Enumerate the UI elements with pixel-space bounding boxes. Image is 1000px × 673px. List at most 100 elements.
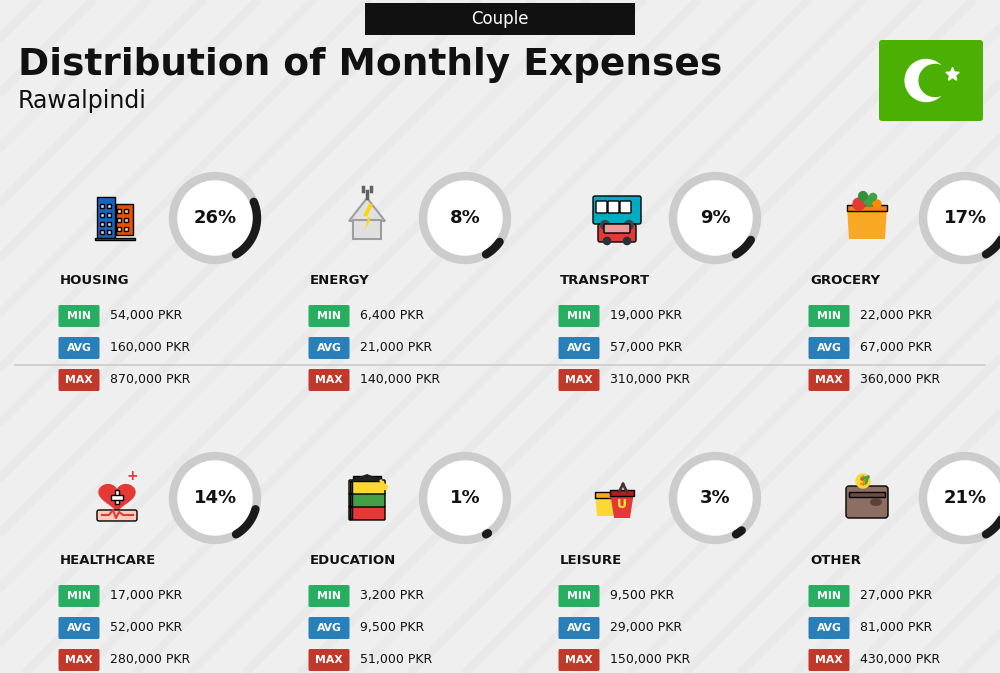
- Text: HOUSING: HOUSING: [60, 273, 130, 287]
- Text: 6,400 PKR: 6,400 PKR: [360, 310, 424, 322]
- Text: 9,500 PKR: 9,500 PKR: [610, 590, 674, 602]
- Text: 17%: 17%: [943, 209, 987, 227]
- Polygon shape: [610, 492, 634, 518]
- Circle shape: [853, 198, 865, 210]
- FancyBboxPatch shape: [879, 40, 983, 121]
- FancyBboxPatch shape: [117, 219, 121, 222]
- FancyBboxPatch shape: [610, 490, 634, 496]
- Text: MAX: MAX: [815, 375, 843, 385]
- Text: MIN: MIN: [567, 311, 591, 321]
- Text: 14%: 14%: [193, 489, 237, 507]
- Circle shape: [905, 59, 947, 102]
- Circle shape: [678, 180, 753, 256]
- Circle shape: [859, 192, 867, 201]
- FancyBboxPatch shape: [124, 209, 128, 213]
- Circle shape: [856, 474, 870, 488]
- Text: 430,000 PKR: 430,000 PKR: [860, 653, 940, 666]
- Text: EDUCATION: EDUCATION: [310, 553, 396, 567]
- FancyBboxPatch shape: [593, 196, 641, 224]
- Text: MIN: MIN: [67, 591, 91, 601]
- FancyBboxPatch shape: [598, 224, 636, 242]
- FancyBboxPatch shape: [558, 585, 600, 607]
- FancyBboxPatch shape: [124, 227, 128, 232]
- FancyBboxPatch shape: [349, 480, 385, 494]
- Text: 54,000 PKR: 54,000 PKR: [110, 310, 182, 322]
- Text: 57,000 PKR: 57,000 PKR: [610, 341, 682, 355]
- FancyBboxPatch shape: [809, 305, 850, 327]
- Polygon shape: [349, 474, 385, 481]
- Text: 81,000 PKR: 81,000 PKR: [860, 621, 932, 635]
- Text: GROCERY: GROCERY: [810, 273, 880, 287]
- Text: 310,000 PKR: 310,000 PKR: [610, 374, 690, 386]
- Text: MAX: MAX: [565, 375, 593, 385]
- Circle shape: [928, 460, 1000, 536]
- Text: 21%: 21%: [943, 489, 987, 507]
- Text: MAX: MAX: [565, 655, 593, 665]
- Text: LEISURE: LEISURE: [560, 553, 622, 567]
- FancyBboxPatch shape: [308, 585, 350, 607]
- FancyBboxPatch shape: [107, 230, 111, 234]
- FancyBboxPatch shape: [350, 481, 352, 493]
- FancyBboxPatch shape: [558, 617, 600, 639]
- Text: 22,000 PKR: 22,000 PKR: [860, 310, 932, 322]
- Text: ENERGY: ENERGY: [310, 273, 370, 287]
- Text: OTHER: OTHER: [810, 553, 861, 567]
- Circle shape: [869, 193, 877, 201]
- FancyBboxPatch shape: [849, 492, 885, 497]
- FancyBboxPatch shape: [308, 649, 350, 671]
- FancyBboxPatch shape: [59, 369, 100, 391]
- FancyBboxPatch shape: [59, 649, 100, 671]
- Circle shape: [178, 460, 253, 536]
- Polygon shape: [847, 207, 887, 239]
- Text: AVG: AVG: [317, 623, 341, 633]
- Text: AVG: AVG: [317, 343, 341, 353]
- Text: 150,000 PKR: 150,000 PKR: [610, 653, 690, 666]
- Text: MIN: MIN: [317, 591, 341, 601]
- FancyBboxPatch shape: [100, 230, 104, 234]
- Polygon shape: [99, 485, 135, 512]
- Text: 19,000 PKR: 19,000 PKR: [610, 310, 682, 322]
- Circle shape: [625, 221, 633, 229]
- FancyBboxPatch shape: [59, 585, 100, 607]
- Text: MIN: MIN: [817, 591, 841, 601]
- Text: U: U: [617, 497, 627, 511]
- FancyBboxPatch shape: [124, 219, 128, 222]
- FancyBboxPatch shape: [97, 197, 115, 239]
- FancyBboxPatch shape: [115, 490, 119, 504]
- FancyBboxPatch shape: [604, 224, 630, 233]
- Text: MAX: MAX: [315, 375, 343, 385]
- Text: MAX: MAX: [65, 655, 93, 665]
- Text: 8%: 8%: [450, 209, 480, 227]
- FancyBboxPatch shape: [608, 201, 619, 213]
- FancyBboxPatch shape: [59, 617, 100, 639]
- Text: 9,500 PKR: 9,500 PKR: [360, 621, 424, 635]
- Text: 9%: 9%: [700, 209, 730, 227]
- Text: 27,000 PKR: 27,000 PKR: [860, 590, 932, 602]
- Text: 17,000 PKR: 17,000 PKR: [110, 590, 182, 602]
- FancyBboxPatch shape: [353, 476, 381, 481]
- Circle shape: [928, 180, 1000, 256]
- FancyBboxPatch shape: [100, 222, 104, 226]
- FancyBboxPatch shape: [558, 649, 600, 671]
- FancyBboxPatch shape: [349, 506, 385, 520]
- Text: 360,000 PKR: 360,000 PKR: [860, 374, 940, 386]
- Text: AVG: AVG: [567, 343, 591, 353]
- Text: AVG: AVG: [817, 623, 841, 633]
- Text: $: $: [859, 474, 867, 487]
- Text: 51,000 PKR: 51,000 PKR: [360, 653, 432, 666]
- Text: 160,000 PKR: 160,000 PKR: [110, 341, 190, 355]
- Circle shape: [601, 221, 609, 229]
- FancyBboxPatch shape: [95, 238, 135, 240]
- Text: 3,200 PKR: 3,200 PKR: [360, 590, 424, 602]
- FancyBboxPatch shape: [596, 201, 607, 213]
- FancyBboxPatch shape: [353, 220, 381, 239]
- Text: MAX: MAX: [65, 375, 93, 385]
- Polygon shape: [349, 198, 385, 221]
- FancyBboxPatch shape: [809, 649, 850, 671]
- Circle shape: [428, 460, 503, 536]
- Text: AVG: AVG: [817, 343, 841, 353]
- FancyBboxPatch shape: [350, 507, 352, 519]
- FancyBboxPatch shape: [107, 205, 111, 209]
- FancyBboxPatch shape: [846, 486, 888, 518]
- FancyBboxPatch shape: [809, 585, 850, 607]
